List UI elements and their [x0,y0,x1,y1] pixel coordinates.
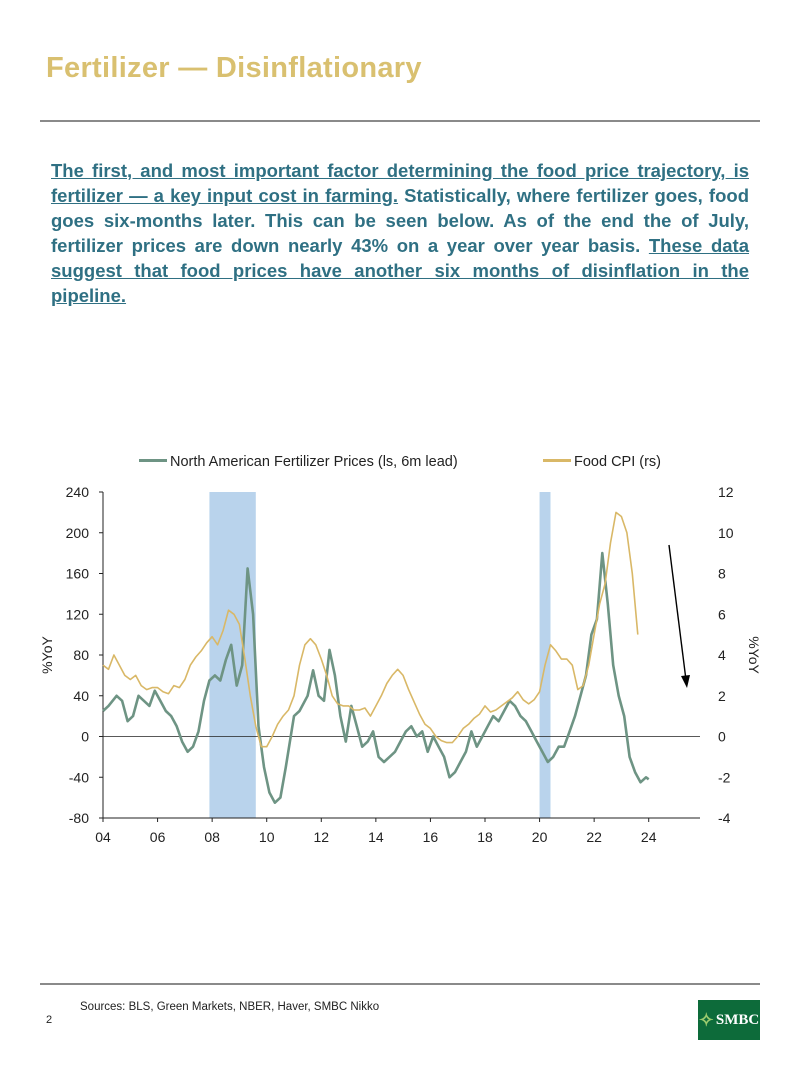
x-tick-label: 12 [313,829,329,845]
logo-text: SMBC [715,1011,760,1028]
legend-swatch-fertilizer [139,458,167,462]
y-right-tick-label: 12 [718,484,734,500]
legend-swatch-food-cpi [543,458,571,462]
food-cpi-series-line [102,511,639,748]
x-tick-label: 24 [641,829,657,845]
y-left-tick-label: 120 [66,606,90,622]
page-number: 2 [46,1014,53,1026]
y-left-tick-label: 160 [66,566,90,582]
x-tick-label: 20 [532,829,548,845]
y-right-tick-label: -4 [718,810,731,826]
page-title: Fertilizer — Disinflationary [46,52,422,84]
supporting-text: Statistically, where fertilizer goes, fo… [51,185,749,256]
x-tick-label: 08 [204,829,220,845]
recession-band [539,492,551,818]
x-tick-label: 22 [586,829,602,845]
footer-divider [40,983,760,985]
x-tick-label: 14 [368,829,384,845]
y-left-tick-label: -80 [69,810,89,826]
conclusion-statement: These data suggest that food prices have… [51,235,749,306]
y-left-tick-label: 240 [66,484,90,500]
legend-item-food-cpi: Food CPI (rs) [543,454,661,470]
y-left-tick-label: 80 [73,647,89,663]
y-left-tick-label: 200 [66,525,90,541]
sources-note: Sources: BLS, Green Markets, NBER, Haver… [80,1001,380,1013]
x-tick-label: 10 [259,829,275,845]
trend-arrow-head [681,675,690,688]
key-statement: The first, and most important factor det… [51,160,749,206]
trend-arrow-shaft [668,544,687,681]
y-right-tick-label: -2 [718,769,731,785]
y-left-tick-label: 0 [81,729,89,745]
header-divider [40,120,760,122]
y-right-tick-label: 0 [718,729,726,745]
x-tick-label: 18 [477,829,493,845]
y-right-tick-label: 2 [718,688,726,704]
y-left-tick-label: 40 [73,688,89,704]
y-right-tick-label: 4 [718,647,726,663]
smbc-logo: ✧ SMBC [698,1000,760,1040]
intro-paragraph: The first, and most important factor det… [51,158,749,308]
y-right-tick-label: 10 [718,525,734,541]
legend-label-fertilizer: North American Fertilizer Prices (ls, 6m… [170,454,458,470]
y-right-tick-label: 8 [718,566,726,582]
leaf-icon: ✧ [698,1009,714,1030]
legend-item-fertilizer: North American Fertilizer Prices (ls, 6m… [139,454,458,470]
x-tick-label: 06 [150,829,166,845]
y-left-tick-label: -40 [69,769,89,785]
x-tick-label: 16 [423,829,439,845]
y-right-axis-title: %YoY [746,636,762,674]
legend-label-food-cpi: Food CPI (rs) [574,454,662,470]
y-right-tick-label: 6 [718,606,726,622]
fertilizer-series-line [102,551,650,804]
x-tick-label: 04 [95,829,111,845]
y-left-axis-title: %YoY [39,636,55,674]
